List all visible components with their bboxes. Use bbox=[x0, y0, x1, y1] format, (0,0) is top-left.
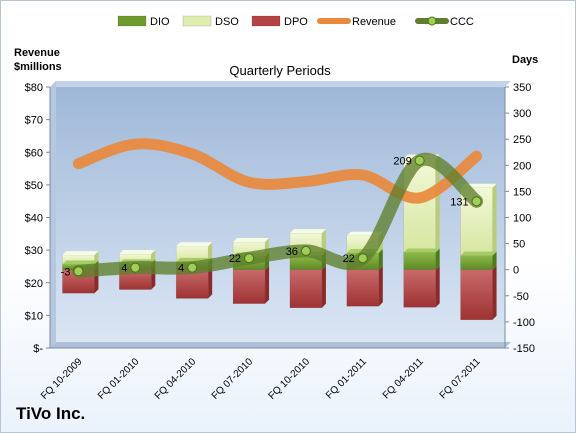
company-name: TiVo Inc. bbox=[16, 404, 86, 423]
dio-bar-top bbox=[460, 251, 497, 256]
x-tick-label: FQ 01-2011 bbox=[324, 356, 369, 401]
ccc-data-label: 36 bbox=[286, 246, 298, 258]
dso-bar-side bbox=[492, 183, 497, 256]
legend-swatch-dio bbox=[117, 15, 147, 27]
x-tick-label: FQ 10-2009 bbox=[39, 356, 85, 402]
ccc-data-label: 209 bbox=[393, 156, 411, 168]
legend-marker-ccc bbox=[427, 16, 437, 26]
dpo-bar bbox=[289, 269, 323, 309]
right-tick-label: 50 bbox=[513, 239, 525, 251]
x-tick-label: FQ 07-2011 bbox=[438, 356, 483, 401]
dso-bar-top bbox=[176, 242, 213, 247]
dio-bar bbox=[460, 255, 493, 270]
legend-label: DPO bbox=[284, 16, 308, 28]
dpo-bar-side bbox=[321, 265, 326, 308]
dso-bar-top bbox=[233, 238, 270, 243]
right-tick-label: -100 bbox=[513, 317, 535, 329]
plot-back-wall-top bbox=[50, 81, 511, 87]
ccc-marker bbox=[187, 262, 198, 273]
ccc-data-label: 4 bbox=[121, 263, 127, 275]
x-tick-label: FQ 07-2010 bbox=[210, 356, 256, 402]
ccc-marker bbox=[414, 155, 425, 166]
ccc-marker bbox=[357, 253, 368, 264]
ccc-marker bbox=[471, 196, 482, 207]
left-tick-label: $70 bbox=[25, 115, 43, 127]
dpo-bar-side bbox=[435, 265, 440, 308]
right-tick-label: -50 bbox=[513, 291, 529, 303]
left-axis-title: $millions bbox=[14, 61, 62, 73]
x-tick-label: FQ 04-2011 bbox=[381, 356, 426, 401]
revenue-line bbox=[72, 138, 483, 204]
left-tick-label: $- bbox=[33, 343, 43, 355]
dpo-bar-side bbox=[265, 265, 270, 304]
ccc-marker bbox=[73, 266, 84, 277]
dso-bar-top bbox=[119, 250, 156, 255]
right-axis-title: Days bbox=[512, 54, 538, 66]
dso-bar-side bbox=[435, 154, 440, 253]
left-tick-label: $40 bbox=[25, 213, 43, 225]
x-tick-label: FQ 01-2010 bbox=[96, 356, 142, 402]
dpo-bar bbox=[232, 269, 266, 304]
left-tick-label: $80 bbox=[25, 82, 43, 94]
right-tick-label: 200 bbox=[513, 160, 531, 172]
left-tick-label: $20 bbox=[25, 278, 43, 290]
dpo-bar-side bbox=[208, 265, 213, 299]
right-tick-label: 0 bbox=[513, 265, 519, 277]
legend-label: DSO bbox=[215, 16, 239, 28]
dio-bar-top bbox=[403, 248, 440, 253]
right-tick-label: 350 bbox=[513, 82, 531, 94]
x-tick-label: FQ 04-2010 bbox=[153, 356, 199, 402]
right-tick-label: 100 bbox=[513, 213, 531, 225]
ccc-marker bbox=[244, 253, 255, 264]
dio-bar-side bbox=[378, 248, 383, 270]
ccc-marker bbox=[300, 245, 311, 256]
left-tick-label: $30 bbox=[25, 245, 43, 257]
ccc-data-label: 22 bbox=[229, 253, 241, 265]
chart-title: Quarterly Periods bbox=[229, 63, 331, 78]
dpo-bar-side bbox=[492, 265, 497, 320]
ccc-marker bbox=[130, 262, 141, 273]
dpo-bar-side bbox=[378, 265, 383, 307]
left-tick-label: $60 bbox=[25, 147, 43, 159]
dpo-bar bbox=[346, 269, 380, 307]
right-tick-label: 150 bbox=[513, 186, 531, 198]
left-axis-title: Revenue bbox=[14, 47, 60, 59]
dio-bar-top bbox=[62, 260, 99, 265]
ccc-data-label: -3 bbox=[61, 266, 71, 278]
dio-bar bbox=[403, 252, 436, 270]
dio-bar-side bbox=[492, 251, 497, 270]
legend-swatch-dso bbox=[182, 15, 212, 27]
left-tick-label: $10 bbox=[25, 310, 43, 322]
right-tick-label: -150 bbox=[513, 343, 535, 355]
ccc-data-label: 4 bbox=[178, 263, 184, 275]
dio-bar-side bbox=[435, 248, 440, 270]
plot-side-wall bbox=[50, 81, 56, 348]
dso-bar-top bbox=[289, 229, 326, 234]
legend-label: DIO bbox=[150, 16, 170, 28]
left-tick-label: $50 bbox=[25, 180, 43, 192]
dpo-bar bbox=[460, 269, 493, 321]
x-tick-label: FQ 10-2010 bbox=[267, 356, 313, 402]
right-tick-label: 300 bbox=[513, 108, 531, 120]
right-tick-label: 250 bbox=[513, 134, 531, 146]
plot-floor bbox=[50, 342, 511, 348]
legend-swatch-dpo bbox=[251, 15, 281, 27]
ccc-data-label: 22 bbox=[343, 253, 355, 265]
ccc-data-label: 131 bbox=[450, 196, 468, 208]
legend-label: Revenue bbox=[352, 16, 396, 28]
dpo-bar bbox=[403, 269, 436, 308]
legend-label: CCC bbox=[450, 16, 474, 28]
dso-bar-side bbox=[208, 242, 213, 262]
dso-bar-top bbox=[62, 251, 99, 256]
